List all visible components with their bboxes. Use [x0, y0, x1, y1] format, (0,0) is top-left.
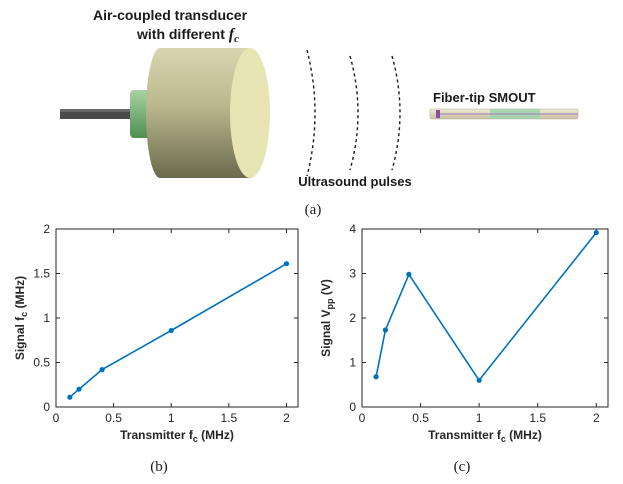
- transducer-label-line1: Air-coupled transducer: [93, 7, 248, 23]
- chart-c-x-tick-label: 0: [359, 411, 366, 425]
- chart-b-x-tick-label: 1: [168, 411, 175, 425]
- chart-b-x-tick-label: 0: [53, 411, 60, 425]
- transducer-body: [146, 48, 250, 178]
- chart-b-x-tick-label: 0.5: [105, 411, 122, 425]
- transducer-label-line2: with different fc: [136, 26, 239, 45]
- chart-c-y-tick-label: 2: [349, 311, 356, 325]
- chart-b-y-tick-label: 0: [43, 400, 50, 414]
- pulse-wave-1: [306, 49, 316, 177]
- caption-a: (a): [305, 202, 322, 218]
- fiber-tip-smout: [429, 108, 579, 120]
- chart-c-data-point: [476, 377, 482, 383]
- chart-b-plot-area: [55, 228, 299, 408]
- chart-c-plot-area: [361, 228, 609, 408]
- chart-b-data-point: [168, 327, 174, 334]
- fiber-tip-marker: [436, 110, 440, 118]
- fc-symbol: f: [229, 26, 236, 43]
- chart-b: 0 0.5 1 1.5 2 0 0.5 1 1.5 2 Transmitter fc (MHz) Si…: [13, 222, 299, 444]
- chart-b-y-tick-label: 2: [43, 222, 50, 236]
- fiber-label: Fiber-tip SMOUT: [433, 90, 536, 105]
- chart-b-y-axis-label: Signal fc (MHz): [13, 276, 29, 360]
- chart-b-x-tick-label: 2: [283, 411, 290, 425]
- chart-c-x-tick-label: 1: [476, 411, 483, 425]
- ultrasound-pulses: [306, 49, 401, 177]
- chart-c-data-point: [382, 327, 389, 333]
- chart-b-y-tick-label: 0.5: [33, 356, 50, 370]
- chart-c-data-point: [373, 374, 379, 380]
- chart-b-y-tick-label: 1.5: [33, 267, 50, 281]
- chart-c-x-tick-label: 0.5: [412, 411, 429, 425]
- air-coupled-transducer: [60, 48, 270, 178]
- pulses-label: Ultrasound pulses: [298, 174, 411, 189]
- chart-c-data-point: [406, 271, 412, 277]
- chart-c: 0 0.5 1 1.5 2 0 1 2 3 4 Transmitter fc (MHz) Signal…: [319, 222, 609, 444]
- caption-b: (b): [150, 459, 168, 475]
- transducer-face: [230, 48, 270, 178]
- chart-b-data-point: [283, 261, 290, 267]
- chart-c-y-tick-label: 0: [349, 400, 356, 414]
- chart-b-data-point: [67, 394, 73, 400]
- chart-c-y-axis-label: Signal Vpp (V): [319, 279, 335, 357]
- caption-c: (c): [454, 459, 471, 475]
- chart-b-x-tick-label: 1.5: [221, 411, 238, 425]
- transducer-label: Air-coupled transducer with different fc: [93, 7, 248, 45]
- chart-b-data-point: [76, 386, 82, 392]
- chart-c-y-tick-label: 1: [349, 356, 356, 370]
- transducer-cable: [60, 109, 136, 119]
- chart-b-y-tick-label: 1: [43, 311, 50, 325]
- transducer-cable-highlight: [60, 109, 136, 112]
- chart-c-data-point: [593, 229, 599, 236]
- chart-c-y-tick-label: 4: [349, 222, 356, 236]
- pulse-wave-2: [349, 55, 359, 171]
- pulse-wave-3: [391, 55, 401, 171]
- transducer-label-prefix: with different: [136, 26, 229, 42]
- fc-subscript: c: [234, 33, 239, 45]
- chart-b-data-point: [99, 367, 105, 373]
- chart-c-x-tick-label: 2: [593, 411, 600, 425]
- chart-c-x-tick-label: 1.5: [529, 411, 546, 425]
- chart-b-x-axis-label: Transmitter fc (MHz): [120, 428, 234, 444]
- chart-c-y-tick-label: 3: [349, 267, 356, 281]
- panel-a: Air-coupled transducer with different fc…: [60, 7, 579, 218]
- chart-c-x-axis-label: Transmitter fc (MHz): [428, 428, 542, 444]
